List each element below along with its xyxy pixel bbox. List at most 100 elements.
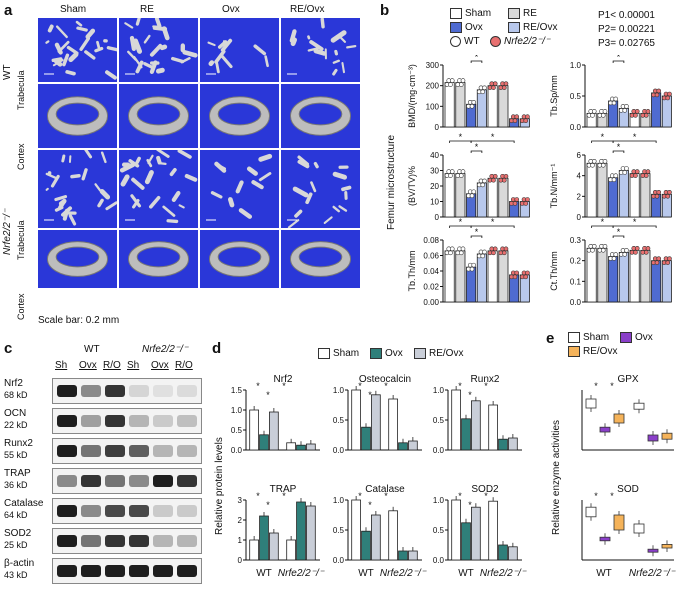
bar bbox=[487, 85, 498, 128]
trabecula-strut bbox=[75, 20, 83, 27]
panel-c-label: c bbox=[4, 340, 13, 357]
b-chart: 0 2 4 6 Tb.N/mm⁻¹ * * * bbox=[549, 132, 672, 222]
wb-band bbox=[153, 445, 173, 457]
micro-ct-cell bbox=[281, 230, 360, 288]
sig-star: * bbox=[384, 491, 388, 501]
data-point bbox=[645, 169, 651, 174]
bar bbox=[508, 437, 518, 451]
wb-band bbox=[129, 535, 149, 547]
sig-star: * bbox=[459, 217, 463, 227]
trabecula-strut bbox=[50, 174, 60, 188]
legend-wt: WT bbox=[450, 36, 480, 47]
wb-membrane bbox=[52, 528, 202, 554]
data-point bbox=[667, 256, 672, 261]
wb-band bbox=[177, 565, 197, 577]
sig-star: * bbox=[368, 390, 372, 400]
data-point bbox=[501, 85, 507, 90]
data-point bbox=[458, 82, 464, 87]
data-point bbox=[482, 249, 487, 255]
trabecula-strut bbox=[162, 205, 176, 217]
wb-band bbox=[105, 535, 125, 547]
wb-band bbox=[81, 535, 101, 547]
wb-band bbox=[129, 505, 149, 517]
trabecula-strut bbox=[129, 35, 137, 51]
trabecula-strut bbox=[246, 166, 258, 176]
trabecula-strut bbox=[47, 24, 54, 33]
trabecula-strut bbox=[182, 50, 198, 58]
western-blots: Nrf2 68 kD OCN 22 kD Runx2 55 kD TRAP 36 kD Cata… bbox=[4, 378, 204, 594]
col-ovx: Ovx bbox=[222, 4, 240, 15]
y-tick-label: 0.0 bbox=[570, 298, 582, 307]
trabecula-strut bbox=[149, 43, 163, 57]
bar bbox=[651, 92, 662, 128]
trabecula-strut bbox=[135, 156, 141, 165]
y-tick-label: 0.0 bbox=[231, 446, 243, 455]
data-point bbox=[602, 109, 608, 114]
sig-bracket bbox=[470, 150, 483, 153]
data-point bbox=[523, 118, 529, 124]
data-point bbox=[590, 113, 595, 118]
data-point bbox=[624, 166, 629, 171]
trabecula-strut bbox=[305, 192, 313, 205]
trabecula-strut bbox=[297, 159, 310, 169]
bar bbox=[498, 250, 509, 303]
e-legend-reovx: RE/Ovx bbox=[568, 346, 617, 357]
trabecula-strut bbox=[156, 155, 162, 165]
genotype-ko: Nrfe2/2⁻/⁻ bbox=[2, 208, 13, 255]
trabecula-mesh bbox=[44, 150, 117, 226]
pvalue-3: P3= 0.02765 bbox=[598, 38, 655, 49]
data-point bbox=[514, 114, 520, 120]
wb-protein-size: 64 kD bbox=[4, 510, 28, 520]
data-point bbox=[480, 253, 486, 259]
y-tick-label: 40 bbox=[430, 151, 439, 160]
cortex-inner bbox=[298, 246, 343, 268]
bar bbox=[471, 506, 481, 561]
trabecula-mesh bbox=[44, 20, 117, 80]
bar bbox=[498, 438, 508, 451]
trabecula-strut bbox=[45, 172, 57, 179]
trabecula-strut bbox=[264, 55, 269, 68]
bar bbox=[306, 443, 316, 451]
sig-star: * bbox=[617, 142, 621, 152]
data-point bbox=[634, 109, 640, 114]
trabecula-strut bbox=[54, 195, 68, 202]
trabecula-strut bbox=[62, 53, 70, 67]
bar bbox=[461, 522, 471, 561]
trabecula-strut bbox=[217, 163, 227, 170]
data-point bbox=[590, 247, 595, 253]
trabecula-strut bbox=[341, 62, 346, 74]
data-point bbox=[654, 193, 660, 199]
wb-band bbox=[105, 415, 125, 427]
panel-b-charts: 0100200300BMD/(mg·cm⁻³)***0.00.51.0Tb.Sp… bbox=[407, 55, 672, 307]
wb-band bbox=[57, 535, 77, 547]
trabecula-mesh bbox=[124, 18, 198, 75]
panel-d-charts: 0.00.51.01.5Nrf2***0.00.51.0Osteocalcin*… bbox=[231, 374, 527, 579]
sig-bracket bbox=[470, 60, 483, 63]
wb-lane-label: Ovx bbox=[79, 360, 97, 371]
data-point bbox=[667, 91, 672, 97]
bar bbox=[361, 530, 371, 561]
data-point bbox=[665, 260, 671, 265]
data-point bbox=[471, 189, 477, 195]
box bbox=[613, 514, 625, 531]
sig-star: * bbox=[601, 132, 605, 142]
wb-band bbox=[105, 445, 125, 457]
trabecula-strut bbox=[94, 46, 104, 53]
sig-star: * bbox=[358, 381, 362, 391]
wb-band bbox=[81, 475, 101, 487]
trabecula-strut bbox=[156, 150, 170, 158]
y-tick-label: 3 bbox=[238, 496, 243, 505]
bar bbox=[498, 85, 509, 128]
y-tick-label: 0.04 bbox=[423, 267, 439, 276]
cortex-ring bbox=[46, 96, 109, 136]
trabecula-strut bbox=[332, 59, 340, 64]
data-point bbox=[448, 82, 453, 87]
data-point bbox=[622, 170, 628, 175]
y-tick-label: 0.5 bbox=[333, 526, 345, 535]
e-swatch-reovx bbox=[568, 346, 580, 357]
x-tick-label: Nrfe2/2⁻/⁻ bbox=[629, 568, 676, 579]
bar bbox=[488, 404, 498, 451]
wb-band bbox=[105, 385, 125, 397]
bar bbox=[661, 260, 672, 303]
e-legend-ovx: Ovx bbox=[620, 332, 653, 343]
